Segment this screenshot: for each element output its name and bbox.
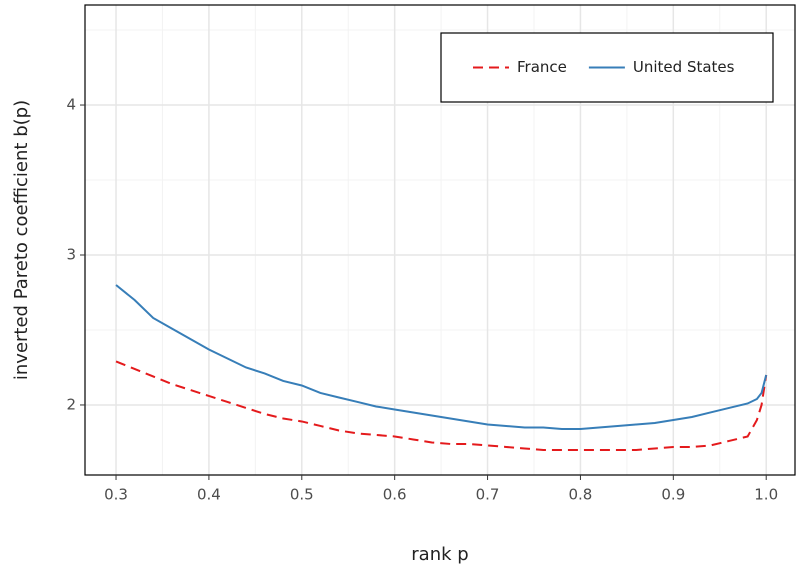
panel-border: [84, 4, 796, 476]
x-tick-label: 0.5: [290, 486, 314, 504]
y-axis-title: inverted Pareto coefficient b(p): [11, 100, 32, 380]
legend-text: France: [517, 58, 567, 76]
y-tick-label: 3: [66, 245, 76, 263]
y-tick-label: 4: [66, 96, 76, 114]
y-tick-label: 2: [66, 395, 76, 413]
x-tick-label: 0.6: [383, 486, 407, 504]
legend: France United States: [440, 32, 774, 103]
x-tick-label: 0.3: [104, 486, 128, 504]
lines: [115, 284, 768, 451]
x-tick-label: 0.7: [476, 486, 500, 504]
x-tick-label: 0.4: [197, 486, 221, 504]
series-line: [115, 360, 768, 451]
series-line: [115, 284, 768, 430]
x-tick-label: 0.8: [569, 486, 593, 504]
x-tick-label: 0.9: [661, 486, 685, 504]
x-axis-title: rank p: [411, 544, 468, 565]
x-tick-label: 1.0: [754, 486, 778, 504]
legend-text: United States: [633, 58, 735, 76]
